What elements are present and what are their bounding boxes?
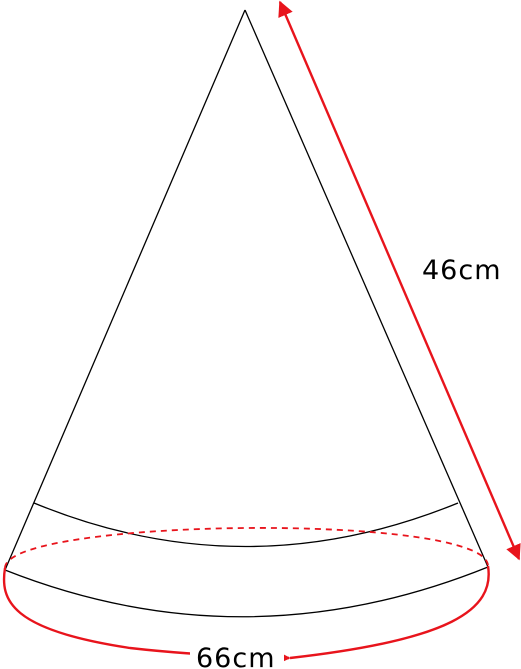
slant-height-label: 46cm	[422, 255, 502, 286]
cone-right-edge	[244, 9, 489, 568]
band-upper-curve	[33, 502, 459, 548]
cone-left-edge	[4, 9, 246, 571]
base-ellipse-hidden-edge	[4, 527, 489, 569]
circumference-label-backdrop	[190, 642, 284, 669]
circumference-arc-right	[289, 565, 490, 660]
band-lower-curve	[4, 566, 489, 618]
circumference-label: 66cm	[196, 643, 276, 669]
slant-height-arrow	[278, 0, 521, 561]
